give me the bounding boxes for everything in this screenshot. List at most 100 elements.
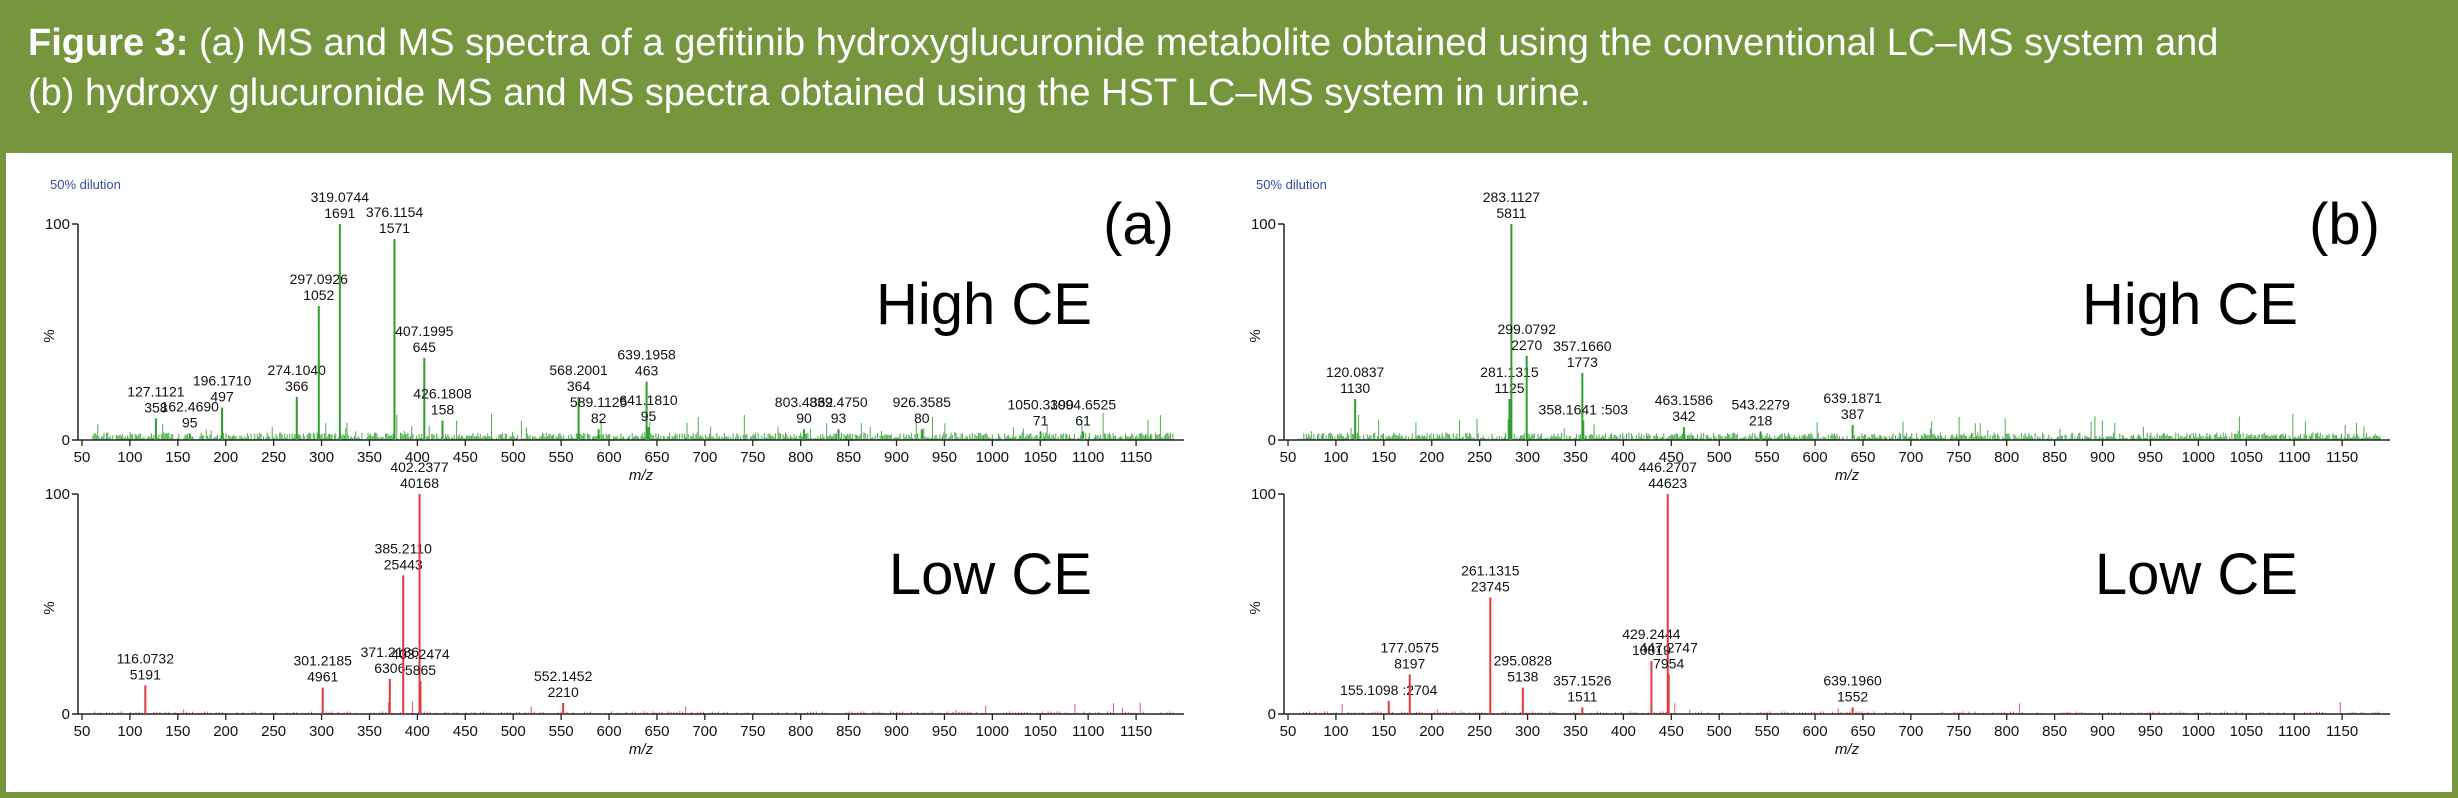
peak-mz-label: 641.1810: [619, 392, 678, 408]
x-tick-label: 500: [501, 723, 526, 740]
peak-count-label: 8197: [1394, 655, 1425, 671]
x-tick-label: 600: [597, 449, 622, 466]
peak-count-label: 645: [413, 339, 437, 355]
y-axis-label: %: [1247, 329, 1264, 342]
x-tick-label: 350: [1563, 723, 1588, 740]
x-tick-label: 400: [1611, 449, 1636, 466]
peak-mz-label: 402.2377: [390, 459, 449, 475]
x-tick-label: 250: [1467, 449, 1492, 466]
peak-count-label: 5811: [1496, 205, 1526, 221]
peak-mz-label: 803.4362: [775, 394, 834, 410]
baseline-noise: [94, 701, 1174, 714]
x-tick-label: 500: [1707, 449, 1732, 466]
x-tick-label: 1050: [1024, 723, 1057, 740]
x-axis-label: m/z: [629, 741, 654, 758]
ce-label: High CE: [2082, 272, 2298, 337]
peak-count-label: 71: [1033, 412, 1049, 428]
x-tick-label: 50: [1280, 723, 1297, 740]
peak-mz-label: 385.2110: [375, 540, 433, 556]
x-tick-label: 100: [1323, 449, 1348, 466]
peak-mz-label: 155.1098 :2704: [1340, 682, 1438, 698]
x-tick-label: 850: [2042, 723, 2067, 740]
x-tick-label: 1000: [2182, 723, 2215, 740]
peak-count-label: 95: [182, 415, 198, 431]
x-tick-label: 50: [74, 449, 91, 466]
x-tick-label: 250: [1467, 723, 1492, 740]
peak-count-label: 366: [285, 378, 309, 394]
x-tick-label: 950: [932, 723, 957, 740]
peak-mz-label: 1050.3390: [1007, 396, 1073, 412]
peak-mz-label: 127.1121: [127, 383, 185, 399]
panel-letter: (b): [2309, 192, 2380, 257]
peak-count-label: 44623: [1648, 475, 1687, 491]
x-tick-label: 150: [1371, 449, 1396, 466]
peak-count-label: 1571: [379, 220, 410, 236]
y-tick-label: 100: [1251, 216, 1276, 233]
peak-count-label: 82: [591, 410, 607, 426]
x-tick-label: 550: [549, 723, 574, 740]
x-tick-label: 950: [2138, 723, 2163, 740]
peak-count-label: 25443: [384, 556, 423, 572]
peak-mz-label: 639.1960: [1823, 672, 1882, 688]
x-tick-label: 500: [1707, 723, 1732, 740]
peak-count-label: 10819: [1632, 642, 1671, 658]
x-tick-label: 600: [1803, 449, 1828, 466]
peak-mz-label: 403.2474: [391, 646, 450, 662]
peak-mz-label: 357.1526: [1553, 672, 1612, 688]
peak-count-label: 5138: [1507, 669, 1538, 685]
x-tick-label: 750: [740, 449, 765, 466]
peak-count-label: 1511: [1567, 688, 1597, 704]
x-tick-label: 450: [453, 723, 478, 740]
x-tick-label: 1150: [1120, 449, 1152, 466]
panel-letter: (a): [1103, 192, 1174, 257]
dilution-tag: 50% dilution: [1256, 177, 1327, 192]
peak-mz-label: 283.1127: [1483, 189, 1541, 205]
x-tick-label: 200: [213, 723, 238, 740]
x-tick-label: 850: [836, 723, 861, 740]
y-tick-label: 0: [1268, 432, 1276, 449]
peak-mz-label: 426.1808: [413, 386, 472, 402]
x-tick-label: 250: [261, 449, 286, 466]
peak-mz-label: 1094.6525: [1050, 396, 1116, 412]
x-tick-label: 850: [836, 449, 861, 466]
x-tick-label: 350: [357, 449, 382, 466]
peak-count-label: 4961: [307, 669, 338, 685]
x-tick-label: 650: [1850, 723, 1875, 740]
peak-count-label: 1773: [1567, 354, 1598, 370]
x-tick-label: 400: [405, 723, 430, 740]
x-tick-label: 450: [1659, 449, 1684, 466]
peak-count-label: 1052: [303, 287, 334, 303]
peak-count-label: 23745: [1471, 578, 1510, 594]
x-tick-label: 700: [692, 723, 717, 740]
peak-mz-label: 357.1660: [1553, 338, 1612, 354]
x-tick-label: 650: [1850, 449, 1875, 466]
x-tick-label: 1000: [976, 723, 1009, 740]
x-axis-label: m/z: [629, 467, 654, 484]
baseline-noise: [91, 412, 1175, 440]
peak-mz-label: 120.0837: [1326, 364, 1385, 380]
x-axis-label: m/z: [1835, 741, 1860, 758]
peak-mz-label: 295.0828: [1494, 653, 1553, 669]
peak-count-label: 61: [1075, 412, 1091, 428]
x-tick-label: 600: [597, 723, 622, 740]
x-tick-label: 300: [309, 723, 334, 740]
peak-count-label: 158: [431, 402, 455, 418]
peak-mz-label: 463.1586: [1655, 392, 1714, 408]
peak-count-label: 2270: [1511, 337, 1542, 353]
peak-mz-label: 162.4690: [161, 399, 220, 415]
peak-count-label: 1552: [1837, 688, 1868, 704]
peak-count-label: 342: [1672, 408, 1696, 424]
x-tick-label: 1100: [2278, 449, 2310, 466]
peak-mz-label: 196.1710: [193, 373, 252, 389]
x-tick-label: 1150: [2326, 449, 2358, 466]
peak-count-label: 1125: [1494, 380, 1524, 396]
x-tick-label: 750: [1946, 723, 1971, 740]
peak-mz-label: 297.0926: [290, 271, 349, 287]
ce-label: High CE: [876, 272, 1092, 337]
x-tick-label: 100: [1323, 723, 1348, 740]
x-tick-label: 850: [2042, 449, 2067, 466]
peak-count-label: 5865: [405, 662, 436, 678]
peak-mz-label: 371.2186: [361, 644, 420, 660]
x-tick-label: 800: [788, 723, 813, 740]
